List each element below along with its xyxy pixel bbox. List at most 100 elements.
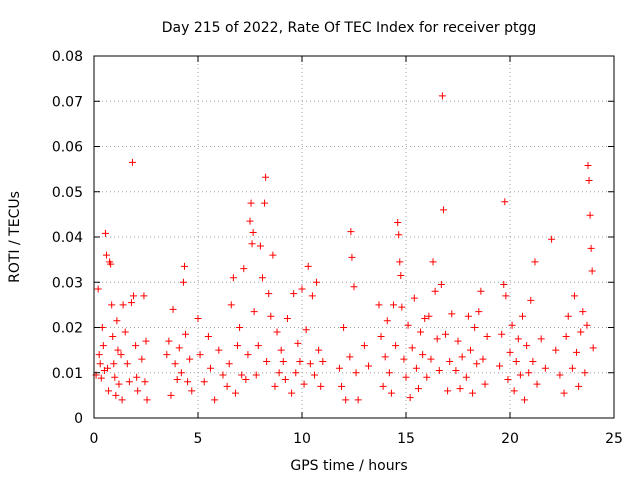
data-point-marker [419,351,427,359]
data-point-marker [394,219,402,227]
data-point-marker [115,380,123,388]
x-tick-label: 20 [501,431,519,447]
data-point-marker [179,278,187,286]
data-point-marker [184,378,192,386]
data-point-marker [125,378,133,386]
data-point-marker [442,330,450,338]
data-point-marker [438,92,446,100]
data-point-marker [238,371,246,379]
data-point-marker [134,387,142,395]
y-axis-title: ROTI / TECUs [7,191,23,283]
data-point-marker [514,335,522,343]
data-point-marker [585,176,593,184]
data-point-marker [375,301,383,309]
data-point-marker [408,344,416,352]
data-point-marker [308,292,316,300]
data-point-marker [119,301,127,309]
x-axis-title: GPS time / hours [290,458,407,474]
data-point-marker [396,258,404,266]
data-point-marker [138,355,146,363]
data-point-marker [127,299,135,307]
data-point-marker [581,369,589,377]
data-point-marker [169,305,177,313]
data-point-marker [510,387,518,395]
data-point-marker [446,357,454,365]
data-point-marker [552,346,560,354]
data-point-marker [263,357,271,365]
x-tick-label: 15 [397,431,415,447]
data-point-marker [568,364,576,372]
data-point-marker [261,199,269,207]
data-point-marker [575,382,583,390]
data-point-marker [94,285,102,293]
data-point-marker [477,287,485,295]
data-point-marker [586,211,594,219]
data-point-marker [109,333,117,341]
data-point-marker [466,346,474,354]
data-point-marker [435,366,443,374]
data-point-marker [437,281,445,289]
data-point-marker [242,376,250,384]
data-point-marker [317,382,325,390]
y-tick-label: 0.06 [52,140,83,156]
data-point-marker [283,314,291,322]
data-point-marker [452,366,460,374]
data-point-marker [313,278,321,286]
data-point-marker [275,369,283,377]
data-point-marker [469,389,477,397]
data-point-marker [114,346,122,354]
data-point-marker [498,330,506,338]
data-point-marker [454,337,462,345]
data-point-marker [105,387,113,395]
data-point-marker [254,342,262,350]
data-point-marker [537,335,545,343]
data-point-marker [496,362,504,370]
data-point-marker [562,333,570,341]
data-point-marker [381,353,389,361]
data-point-marker [315,346,323,354]
data-point-marker [346,353,354,361]
data-point-marker [306,360,314,368]
data-point-marker [132,342,140,350]
data-point-marker [128,158,136,166]
data-point-marker [533,380,541,388]
data-point-marker [556,371,564,379]
data-point-marker [471,324,479,331]
data-point-marker [231,389,239,397]
data-point-marker [448,310,456,318]
data-point-marker [267,312,275,320]
data-point-marker [414,385,422,393]
data-point-marker [385,369,393,377]
data-point-marker [130,292,138,300]
data-point-marker [281,376,289,384]
data-point-marker [140,292,148,300]
data-point-marker [141,378,149,386]
data-point-marker [234,342,242,350]
data-point-marker [521,396,529,404]
data-point-marker [379,382,387,390]
data-point-marker [475,308,483,316]
data-point-marker [377,333,385,341]
data-point-marker [583,321,591,329]
data-point-marker [560,389,568,397]
x-tick-label: 0 [90,431,99,447]
data-point-marker [294,339,302,347]
data-point-marker [402,373,410,381]
data-point-marker [95,351,103,359]
data-point-marker [573,348,581,356]
data-point-marker [111,373,119,381]
y-tick-label: 0.03 [52,275,83,291]
data-point-marker [383,317,391,325]
y-tick-label: 0.04 [52,230,83,246]
data-point-marker [296,357,304,365]
data-point-marker [429,258,437,266]
data-point-marker [277,346,285,354]
x-tick-label: 5 [194,431,203,447]
data-point-marker [113,317,121,325]
y-tick-label: 0.05 [52,185,83,201]
y-tick-label: 0.02 [52,321,83,337]
data-point-marker [360,342,368,350]
data-point-marker [464,312,472,320]
data-point-marker [271,382,279,390]
